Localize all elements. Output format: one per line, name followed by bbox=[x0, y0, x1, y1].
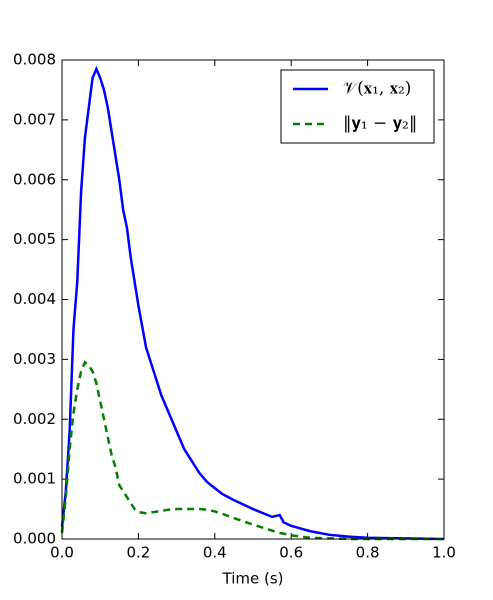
y-tick-label: 0.004 bbox=[13, 290, 56, 308]
x-tick-label: 0.0 bbox=[50, 544, 74, 562]
legend-label: ‖𝐲₁ − 𝐲₂‖ bbox=[343, 114, 417, 134]
y-tick-label: 0.000 bbox=[13, 530, 56, 548]
y-tick-label: 0.001 bbox=[13, 470, 56, 488]
series-line bbox=[60, 360, 444, 541]
y-tick-label: 0.005 bbox=[13, 230, 56, 248]
legend-label: 𝒱(𝐱₁, 𝐱₂) bbox=[343, 79, 411, 99]
x-axis-label: Time (s) bbox=[222, 570, 284, 588]
x-tick-label: 1.0 bbox=[432, 544, 456, 562]
series-line bbox=[60, 65, 445, 541]
y-tick-label: 0.003 bbox=[13, 350, 56, 368]
y-tick-label: 0.006 bbox=[13, 170, 56, 188]
plot-frame bbox=[61, 59, 445, 540]
legend-box bbox=[280, 69, 435, 144]
x-tick-label: 0.4 bbox=[203, 544, 227, 562]
x-tick-label: 0.8 bbox=[356, 544, 380, 562]
legend: 𝒱(𝐱₁, 𝐱₂) ‖𝐲₁ − 𝐲₂‖ bbox=[280, 69, 435, 144]
x-tick-label: 0.2 bbox=[126, 544, 150, 562]
x-tick-label: 0.6 bbox=[279, 544, 303, 562]
y-tick-label: 0.002 bbox=[13, 410, 56, 428]
y-tick-label: 0.007 bbox=[13, 110, 56, 128]
y-tick-label: 0.008 bbox=[13, 51, 56, 69]
